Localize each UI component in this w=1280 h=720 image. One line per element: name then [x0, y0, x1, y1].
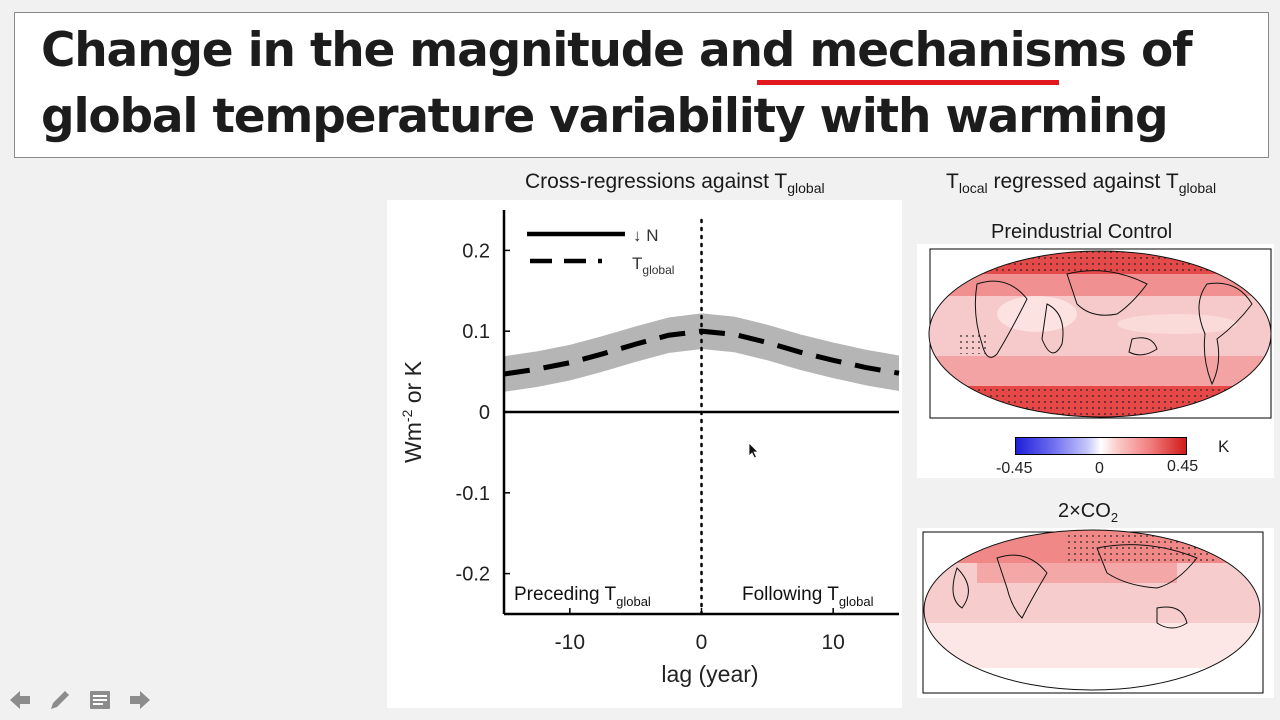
chart-legend: ↓ N Tglobal [527, 226, 674, 277]
map-preindustrial-control [928, 248, 1272, 419]
next-slide-icon[interactable] [126, 686, 154, 714]
colorbar-tick-min: -0.45 [996, 460, 1033, 477]
annotation-following: Following Tglobal [742, 584, 874, 609]
chart-heading: Cross-regressions against Tglobal [525, 170, 825, 197]
x-tick-label: -10 [555, 631, 585, 654]
y-tick-label: 0 [479, 402, 490, 424]
x-tick-label: 10 [821, 631, 844, 654]
x-axis-label: lag (year) [661, 661, 758, 687]
slide-title-line-2: global temperature variability with warm… [41, 89, 1169, 144]
colorbar-tick-mid: 0 [1095, 460, 1104, 477]
map-outline [928, 250, 1272, 418]
pen-icon[interactable] [46, 686, 74, 714]
map-title-control: Preindustrial Control [991, 221, 1173, 243]
title-highlight-word: mechanisms [809, 23, 1127, 78]
y-tick-label: -0.2 [456, 564, 490, 586]
notes-icon[interactable] [86, 686, 114, 714]
slide-title-box: Change in the magnitude and mechanisms o… [14, 12, 1269, 158]
y-tick-label: 0.2 [462, 240, 490, 262]
chart-panel: 0.2 0.1 0 -0.1 -0.2 -10 0 10 ↓ N Tglobal Preced… [387, 200, 902, 708]
map-panel-2xco2 [917, 528, 1274, 698]
map-panel-control [917, 244, 1274, 478]
annotation-preceding: Preceding Tglobal [514, 584, 651, 609]
colorbar-unit: K [1218, 437, 1230, 456]
map-outline-2 [923, 529, 1261, 691]
cross-regression-chart: 0.2 0.1 0 -0.1 -0.2 -10 0 10 ↓ N Tglobal Preced… [399, 210, 900, 687]
previous-slide-icon[interactable] [6, 686, 34, 714]
legend-label-n: ↓ N [633, 226, 659, 245]
colorbar [1015, 437, 1187, 455]
x-tick-label: 0 [696, 631, 708, 654]
mouse-cursor-icon [748, 442, 759, 459]
maps-heading: Tlocal regressed against Tglobal [946, 170, 1217, 197]
highlight-underline [757, 80, 1059, 85]
colorbar-tick-max: 0.45 [1167, 458, 1199, 475]
y-tick-label: 0.1 [462, 321, 490, 343]
map-2xco2 [922, 529, 1264, 694]
legend-label-tglobal: Tglobal [632, 254, 674, 277]
series-tglobal-line [503, 328, 900, 377]
y-tick-label: -0.1 [456, 483, 490, 505]
slide-title-line-1: Change in the magnitude and mechanisms o… [41, 23, 1193, 78]
y-axis-label: Wm-2 or K [399, 360, 426, 463]
map-title-2xco2: 2×CO2 [1058, 500, 1119, 525]
